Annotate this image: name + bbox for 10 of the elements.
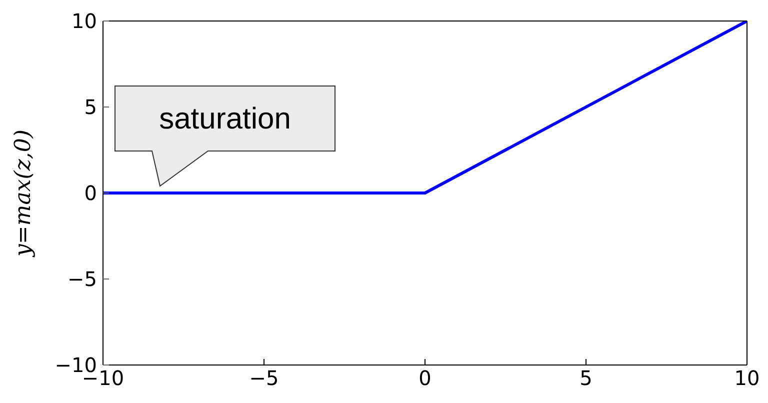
x-tick-label: −5 bbox=[249, 366, 279, 390]
y-tick-label: 0 bbox=[84, 181, 97, 206]
y-axis-title: y=max(z,0) bbox=[10, 130, 36, 258]
x-tick-label: 0 bbox=[418, 366, 432, 390]
x-tick-label: 5 bbox=[580, 366, 592, 390]
x-tick-label: 10 bbox=[734, 366, 760, 390]
y-tick-label: −5 bbox=[68, 267, 97, 292]
y-tick-label: 5 bbox=[84, 95, 97, 120]
y-tick-label: 10 bbox=[72, 9, 97, 34]
annotation: saturation bbox=[159, 102, 291, 136]
